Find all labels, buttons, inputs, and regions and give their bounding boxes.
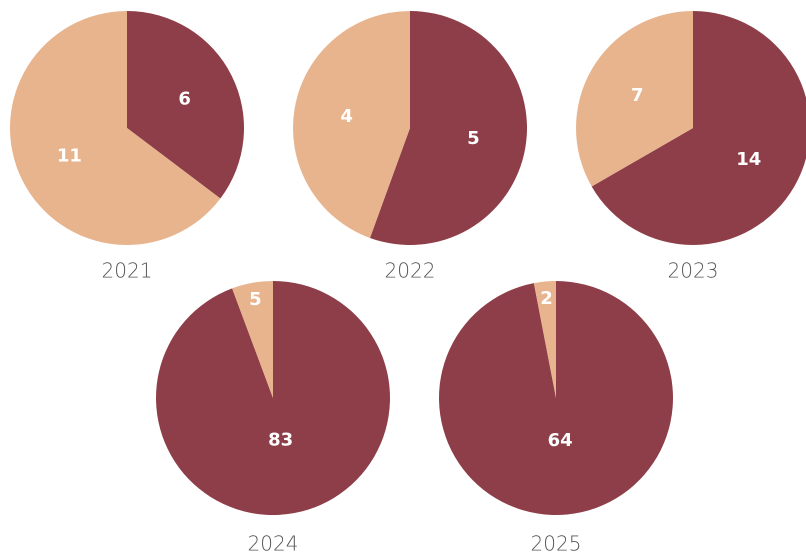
- data-label: 5: [467, 128, 480, 149]
- pie-title: 2021: [102, 259, 153, 283]
- pie-slice: [293, 11, 410, 238]
- data-label: 83: [268, 430, 293, 451]
- pie-title: 2024: [248, 532, 299, 554]
- data-label: 64: [548, 430, 573, 451]
- pie-slice: [127, 11, 244, 199]
- pie-title: 2023: [668, 259, 719, 283]
- pie-slice: [369, 11, 528, 245]
- data-label: 6: [178, 88, 191, 109]
- data-label: 14: [736, 149, 761, 170]
- data-label: 11: [57, 146, 82, 167]
- data-label: 7: [631, 85, 644, 106]
- pie-chart: 5 4 2022: [293, 11, 528, 283]
- pie-title: 2025: [531, 532, 582, 554]
- pie-slice: [155, 281, 390, 516]
- data-label: 5: [249, 289, 262, 310]
- pie-slice: [232, 281, 273, 398]
- data-label: 2: [540, 288, 553, 309]
- pie-chart: 64 2 2025: [439, 281, 673, 554]
- pie-slice: [9, 11, 221, 246]
- pie-slice: [591, 11, 806, 245]
- pie-slice: [533, 281, 556, 398]
- data-label: 4: [340, 106, 353, 127]
- pie-chart: 14 7 2023: [576, 11, 806, 283]
- pie-title: 2022: [385, 259, 436, 283]
- pie-slice: [576, 11, 693, 187]
- pie-chart: 83 5 2024: [155, 281, 390, 554]
- pie-chart: 6 11 2021: [9, 11, 244, 283]
